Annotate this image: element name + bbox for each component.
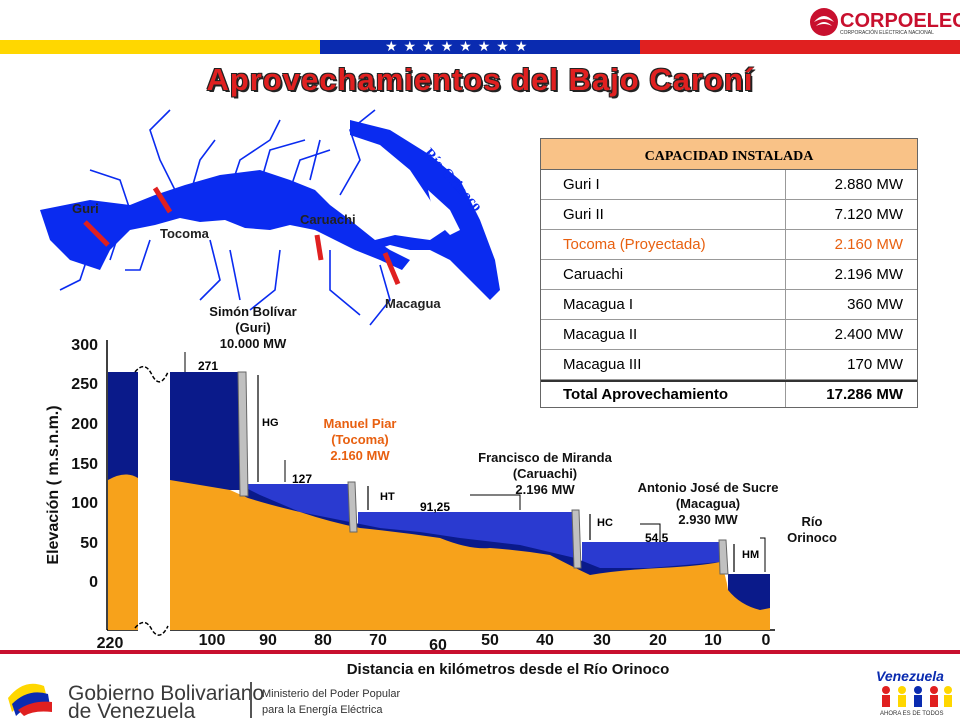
guri-reservoir bbox=[40, 170, 410, 270]
x-tick: 0 bbox=[762, 632, 771, 649]
y-axis-label: Elevación ( m.s.n.m.) bbox=[45, 405, 62, 564]
gobierno-line2: de Venezuela bbox=[68, 700, 196, 723]
dam-marker-guri bbox=[83, 220, 110, 247]
dam-caruachi-name: Francisco de Miranda bbox=[478, 450, 612, 465]
x-tick: 20 bbox=[649, 632, 667, 649]
flag-stars: ★★★★★★★★ bbox=[385, 38, 534, 54]
dam-wall-tocoma bbox=[347, 481, 358, 533]
x-tick: 100 bbox=[199, 632, 226, 649]
table-row: Macagua III 170 MW bbox=[541, 350, 917, 380]
dam-guri-power: 10.000 MW bbox=[220, 336, 287, 351]
table-row: Caruachi 2.196 MW bbox=[541, 260, 917, 290]
dam-wall-caruachi bbox=[571, 509, 582, 569]
table-row: Guri I 2.880 MW bbox=[541, 170, 917, 200]
ground-profile bbox=[170, 480, 770, 630]
map-label-caruachi: Caruachi bbox=[300, 212, 356, 227]
dam-guri-name: Simón Bolívar bbox=[209, 304, 296, 319]
level-caruachi: 91,25 bbox=[420, 500, 450, 514]
head-label-tocoma: HT bbox=[380, 491, 395, 503]
table-row: Guri II 7.120 MW bbox=[541, 200, 917, 230]
logo-name: CORPOELEC bbox=[840, 10, 960, 32]
head-label-caruachi: HC bbox=[597, 517, 613, 529]
x-tick: 90 bbox=[259, 632, 277, 649]
dam-marker-tocoma bbox=[152, 186, 173, 214]
y-tick: 250 bbox=[71, 376, 98, 393]
x-tick: 10 bbox=[704, 632, 722, 649]
capacity-table-header: CAPACIDAD INSTALADA bbox=[541, 139, 917, 170]
venezuela-people-icon bbox=[882, 686, 952, 707]
river-map: Guri Tocoma Caruachi Macagua Río Orinoco bbox=[40, 109, 500, 326]
elevation-profile: 300 250 200 150 100 50 0 Elevación ( m.s… bbox=[45, 304, 837, 678]
y-tick: 150 bbox=[71, 456, 98, 473]
y-tick: 200 bbox=[71, 416, 98, 433]
table-total-row: Total Aprovechamiento 17.286 MW bbox=[541, 380, 917, 407]
dam-walls bbox=[237, 371, 729, 575]
ministerio-line2: para la Energía Eléctrica bbox=[262, 704, 383, 716]
x-tick: 80 bbox=[314, 632, 332, 649]
corpoelec-logo-icon bbox=[810, 8, 838, 36]
logo-subtitle: CORPORACIÓN ELÉCTRICA NACIONAL bbox=[840, 30, 934, 36]
level-tocoma: 127 bbox=[292, 472, 312, 486]
table-row: Tocoma (Proyectada) 2.160 MW bbox=[541, 230, 917, 260]
dam-wall-guri bbox=[237, 371, 249, 497]
venezuela-brand: Venezuela bbox=[876, 668, 944, 684]
head-label-guri: HG bbox=[262, 417, 279, 429]
capacity-table: CAPACIDAD INSTALADA Guri I 2.880 MW Guri … bbox=[540, 138, 918, 408]
map-label-guri: Guri bbox=[72, 201, 99, 216]
gobierno-line1: Gobierno Bolivariano bbox=[68, 682, 265, 705]
orinoco-river bbox=[350, 120, 500, 300]
x-tick: 70 bbox=[369, 632, 387, 649]
dam-macagua-site: (Macagua) bbox=[676, 496, 740, 511]
x-tick: 50 bbox=[481, 632, 499, 649]
footer-divider bbox=[0, 650, 960, 654]
y-tick: 100 bbox=[71, 495, 98, 512]
x-tick: 60 bbox=[429, 637, 447, 654]
map-label-macagua: Macagua bbox=[385, 296, 441, 311]
head-arrows bbox=[257, 375, 735, 572]
dam-marker-macagua bbox=[382, 252, 401, 285]
dam-marker-caruachi bbox=[314, 234, 324, 261]
x-tick: 220 bbox=[97, 635, 124, 652]
table-row: Macagua II 2.400 MW bbox=[541, 320, 917, 350]
dam-tocoma-name: Manuel Piar bbox=[324, 416, 397, 431]
venezuela-tagline: AHORA ES DE TODOS bbox=[880, 711, 944, 717]
gobierno-logo-icon bbox=[8, 683, 52, 716]
y-tick: 50 bbox=[80, 535, 98, 552]
x-tick: 30 bbox=[593, 632, 611, 649]
map-label-tocoma: Tocoma bbox=[160, 226, 210, 241]
dam-tocoma-site: (Tocoma) bbox=[331, 432, 389, 447]
dam-macagua-power: 2.930 MW bbox=[678, 512, 738, 527]
outlet-line1: Río bbox=[802, 514, 823, 529]
dam-caruachi-site: (Caruachi) bbox=[513, 466, 577, 481]
x-tick: 40 bbox=[536, 632, 554, 649]
table-row: Macagua I 360 MW bbox=[541, 290, 917, 320]
ministerio-line1: Ministerio del Poder Popular bbox=[262, 688, 401, 700]
y-tick: 0 bbox=[89, 574, 98, 591]
flag-bar bbox=[0, 40, 960, 54]
level-guri: 271 bbox=[198, 359, 218, 373]
outlet-line2: Orinoco bbox=[787, 530, 837, 545]
x-axis-label: Distancia en kilómetros desde el Río Ori… bbox=[347, 661, 670, 678]
page-title: Aprovechamientos del Bajo Caroní bbox=[206, 62, 754, 97]
head-label-macagua: HM bbox=[742, 549, 759, 561]
dam-macagua-name: Antonio José de Sucre bbox=[638, 480, 779, 495]
dam-tocoma-power: 2.160 MW bbox=[330, 448, 390, 463]
dam-wall-macagua bbox=[718, 539, 729, 575]
dam-guri-site: (Guri) bbox=[235, 320, 270, 335]
level-macagua: 54.5 bbox=[645, 531, 669, 545]
y-tick: 300 bbox=[71, 337, 98, 354]
dam-caruachi-power: 2.196 MW bbox=[515, 482, 575, 497]
footer-separator bbox=[250, 682, 252, 718]
dam-markers bbox=[83, 186, 401, 285]
